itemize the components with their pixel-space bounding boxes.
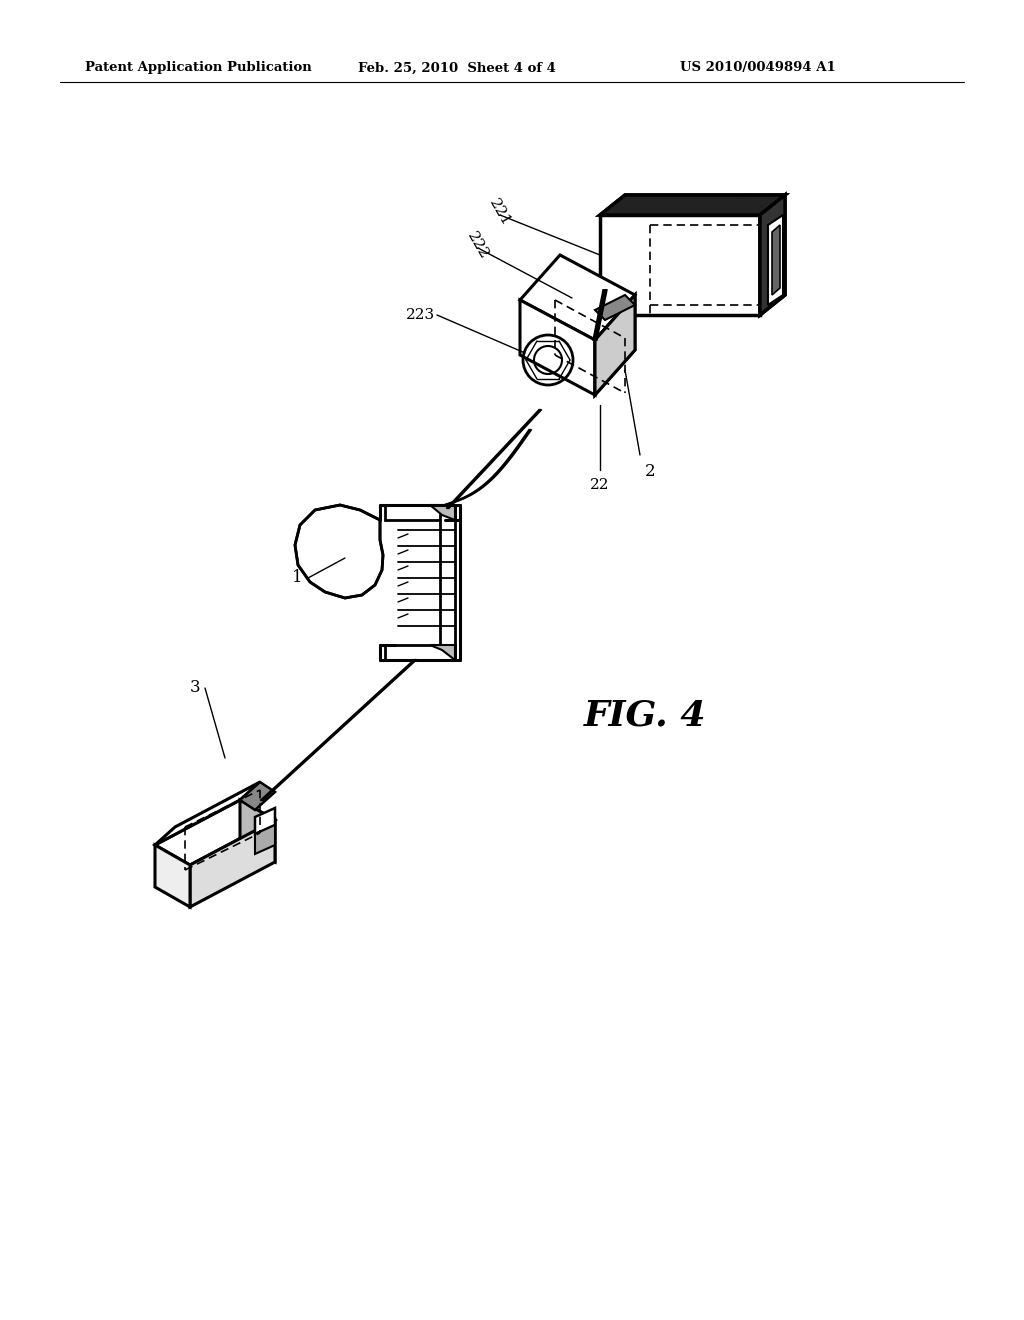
Polygon shape <box>772 224 780 294</box>
Text: Feb. 25, 2010  Sheet 4 of 4: Feb. 25, 2010 Sheet 4 of 4 <box>358 62 556 74</box>
Polygon shape <box>760 195 785 315</box>
Polygon shape <box>155 781 260 845</box>
Polygon shape <box>240 800 275 862</box>
Text: 221: 221 <box>486 197 513 230</box>
Polygon shape <box>768 215 783 305</box>
Text: 222: 222 <box>465 230 492 263</box>
Text: Patent Application Publication: Patent Application Publication <box>85 62 311 74</box>
Text: 223: 223 <box>406 308 435 322</box>
Polygon shape <box>155 845 190 907</box>
Polygon shape <box>600 195 785 215</box>
Polygon shape <box>155 800 275 865</box>
Polygon shape <box>190 820 275 907</box>
Polygon shape <box>520 300 595 395</box>
Polygon shape <box>760 195 785 315</box>
Polygon shape <box>295 506 383 598</box>
Text: 22: 22 <box>590 478 609 492</box>
Polygon shape <box>520 255 635 341</box>
Polygon shape <box>440 506 455 660</box>
Text: 3: 3 <box>189 680 200 697</box>
Polygon shape <box>600 215 760 315</box>
Text: US 2010/0049894 A1: US 2010/0049894 A1 <box>680 62 836 74</box>
Polygon shape <box>255 808 275 834</box>
Polygon shape <box>385 506 455 520</box>
Polygon shape <box>240 781 275 810</box>
Polygon shape <box>430 645 455 660</box>
Text: FIG. 4: FIG. 4 <box>584 698 707 733</box>
Text: 1: 1 <box>293 569 303 586</box>
Polygon shape <box>600 195 785 215</box>
Polygon shape <box>595 294 635 395</box>
Polygon shape <box>255 825 275 854</box>
Polygon shape <box>385 645 455 660</box>
Polygon shape <box>595 294 635 395</box>
Polygon shape <box>595 294 635 319</box>
Text: 2: 2 <box>645 463 655 480</box>
Polygon shape <box>430 506 455 520</box>
